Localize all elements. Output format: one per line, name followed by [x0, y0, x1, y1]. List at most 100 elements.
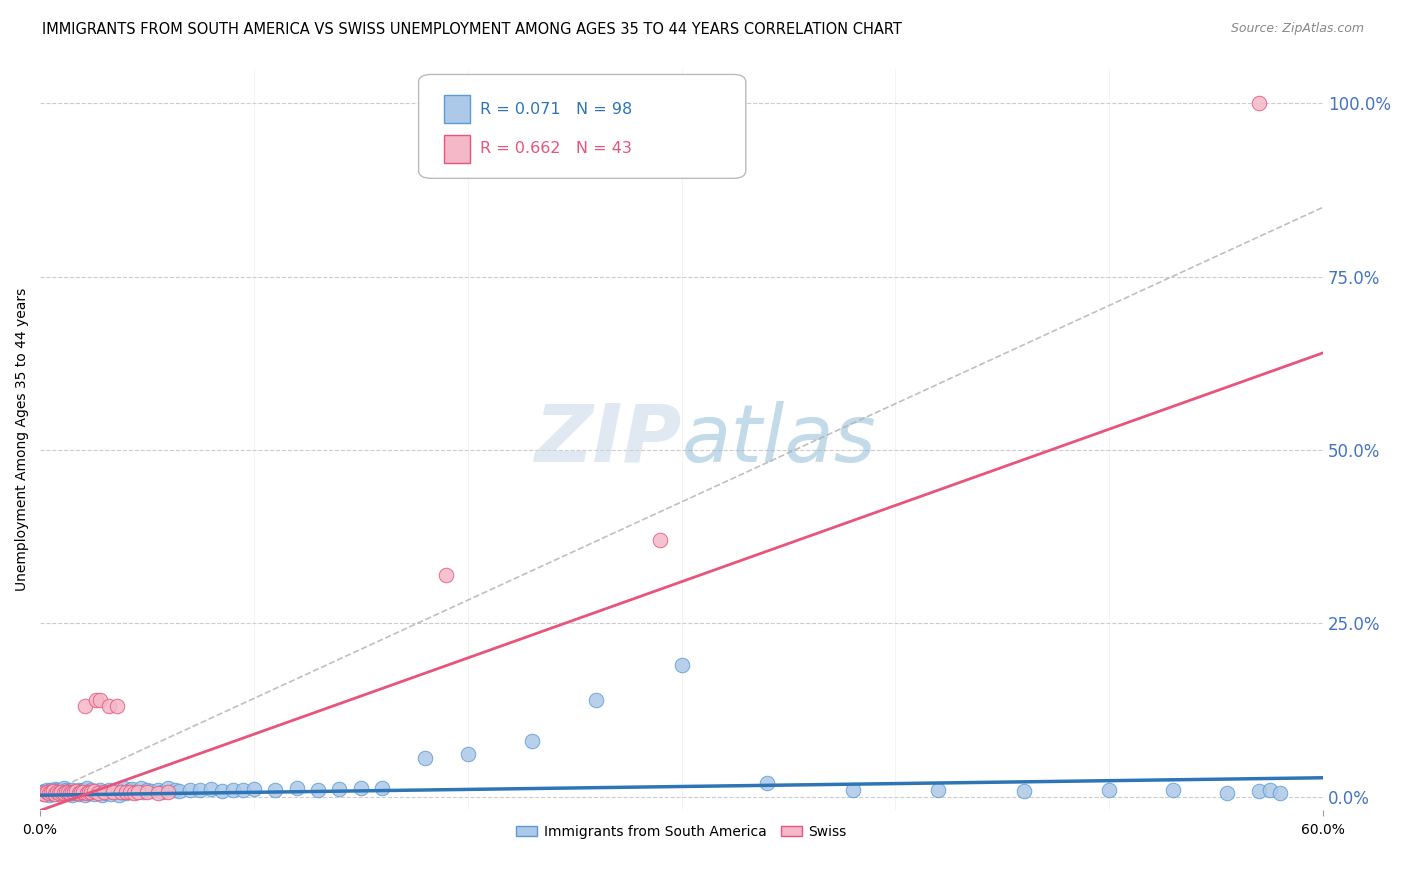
- Point: [52, 786, 75, 800]
- Point: [31, 786, 53, 800]
- Point: [34, 787, 56, 801]
- Point: [89, 782, 111, 797]
- Point: [93, 785, 115, 799]
- Point: [841, 782, 863, 797]
- Point: [1012, 784, 1035, 798]
- Point: [35, 785, 58, 799]
- Point: [38, 784, 60, 798]
- Point: [110, 785, 132, 799]
- Point: [48, 786, 70, 800]
- Point: [89, 692, 111, 706]
- Point: [105, 699, 128, 714]
- Bar: [444, 135, 470, 162]
- Point: [46, 786, 69, 800]
- Point: [190, 783, 212, 797]
- Point: [105, 782, 128, 797]
- Y-axis label: Unemployment Among Ages 35 to 44 years: Unemployment Among Ages 35 to 44 years: [15, 288, 30, 591]
- Text: R = 0.071   N = 98: R = 0.071 N = 98: [481, 102, 633, 117]
- Point: [44, 787, 66, 801]
- Point: [84, 784, 107, 798]
- Point: [83, 784, 105, 798]
- Point: [132, 785, 155, 799]
- Point: [46, 785, 69, 799]
- Point: [1216, 786, 1239, 800]
- Point: [96, 786, 118, 800]
- Point: [52, 781, 75, 796]
- Point: [756, 776, 779, 790]
- Point: [125, 785, 148, 799]
- Point: [80, 783, 103, 797]
- Point: [63, 785, 86, 799]
- Point: [520, 734, 543, 748]
- Point: [264, 783, 287, 797]
- Point: [34, 784, 56, 798]
- Point: [97, 783, 120, 797]
- Point: [59, 785, 82, 799]
- Point: [42, 785, 65, 799]
- Point: [72, 785, 94, 799]
- Point: [73, 699, 96, 714]
- Point: [55, 783, 77, 797]
- Point: [60, 785, 83, 799]
- Point: [69, 784, 91, 798]
- Point: [55, 785, 77, 799]
- Point: [136, 783, 159, 797]
- Point: [59, 786, 82, 800]
- Point: [1098, 783, 1121, 797]
- Point: [1247, 784, 1270, 798]
- Point: [55, 786, 77, 800]
- Point: [48, 784, 70, 798]
- Point: [114, 786, 136, 800]
- Point: [42, 787, 65, 801]
- Point: [42, 784, 65, 798]
- Point: [56, 787, 79, 801]
- Point: [141, 784, 163, 798]
- Point: [1270, 786, 1292, 800]
- Point: [101, 784, 124, 798]
- Point: [67, 787, 90, 801]
- Point: [87, 785, 110, 799]
- Point: [38, 786, 60, 800]
- Point: [211, 784, 233, 798]
- Point: [97, 699, 120, 714]
- Point: [72, 785, 94, 799]
- Point: [146, 782, 169, 797]
- Point: [65, 784, 87, 798]
- Point: [122, 786, 145, 800]
- Point: [67, 786, 90, 800]
- Point: [51, 788, 73, 802]
- Point: [585, 692, 607, 706]
- Point: [200, 782, 222, 797]
- Point: [243, 782, 266, 797]
- Point: [67, 783, 90, 797]
- Point: [110, 785, 132, 799]
- Point: [79, 786, 101, 800]
- Point: [101, 785, 124, 799]
- Point: [413, 751, 436, 765]
- Point: [91, 788, 114, 802]
- Point: [307, 782, 329, 797]
- Point: [93, 785, 115, 799]
- Point: [35, 782, 58, 797]
- Point: [118, 783, 141, 797]
- Point: [56, 784, 79, 798]
- Point: [39, 783, 62, 797]
- Point: [48, 787, 70, 801]
- Point: [39, 785, 62, 799]
- Point: [76, 781, 98, 796]
- Point: [150, 785, 173, 799]
- Point: [1258, 782, 1281, 797]
- Point: [285, 781, 308, 796]
- Point: [457, 747, 479, 761]
- Point: [46, 783, 69, 797]
- Point: [73, 788, 96, 802]
- Point: [927, 782, 949, 797]
- Point: [35, 785, 58, 799]
- Point: [87, 786, 110, 800]
- Point: [31, 786, 53, 800]
- Point: [51, 785, 73, 799]
- Point: [118, 785, 141, 799]
- Point: [83, 787, 105, 801]
- Point: [328, 782, 350, 797]
- Point: [1163, 782, 1185, 797]
